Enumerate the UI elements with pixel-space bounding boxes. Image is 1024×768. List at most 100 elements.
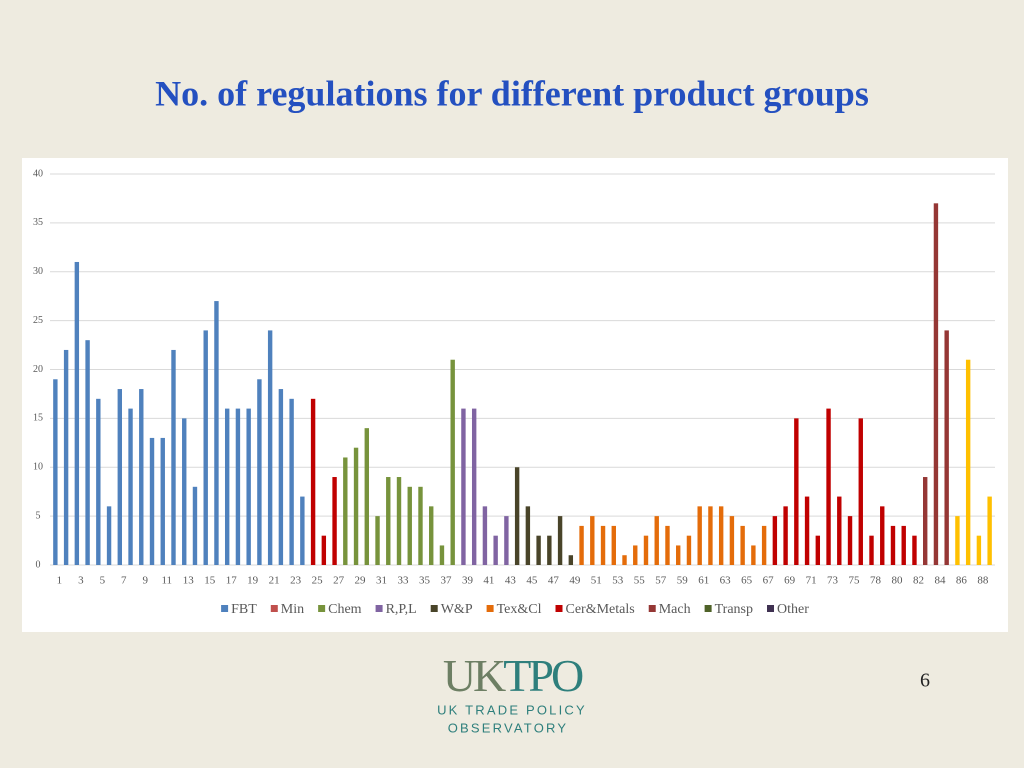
x-tick-label: 1: [57, 575, 63, 587]
legend-item: Tex&Cl: [486, 602, 542, 617]
bar: [128, 408, 133, 565]
bar: [847, 516, 853, 565]
bar: [740, 525, 745, 565]
bar: [525, 506, 531, 565]
y-tick-label: 10: [33, 462, 43, 473]
bar: [815, 535, 821, 565]
bar: [547, 535, 552, 565]
bar: [955, 516, 960, 565]
legend-label: Transp: [715, 602, 753, 617]
y-tick-label: 0: [36, 559, 41, 570]
bar: [611, 525, 616, 565]
bar: [182, 418, 187, 565]
x-tick-label: 25: [312, 575, 324, 587]
y-tick-label: 15: [33, 413, 43, 424]
bar: [96, 398, 101, 565]
bar: [922, 477, 928, 565]
bar: [471, 408, 477, 565]
legend-label: R,P,L: [386, 602, 417, 617]
x-tick-label: 63: [720, 575, 732, 587]
x-tick-label: 78: [870, 575, 882, 587]
bar: [257, 379, 262, 565]
logo-line: UK TRADE POLICY: [437, 702, 587, 717]
bar: [536, 535, 541, 565]
bar: [557, 516, 563, 565]
bar: [214, 301, 219, 565]
legend-item: Chem: [318, 602, 362, 617]
bar: [85, 340, 90, 565]
x-tick-label: 35: [419, 575, 431, 587]
bar: [63, 349, 69, 565]
legend-item: Cer&Metals: [555, 602, 635, 617]
bar: [912, 535, 917, 565]
legend-label: W&P: [441, 602, 473, 617]
legend-swatch: [375, 605, 383, 612]
x-tick-label: 45: [526, 575, 538, 587]
x-tick-label: 7: [121, 575, 127, 587]
x-tick-label: 13: [183, 575, 195, 587]
bar: [439, 545, 445, 565]
bar: [343, 457, 348, 565]
bar: [590, 516, 595, 565]
x-tick-label: 86: [956, 575, 968, 587]
x-tick-label: 65: [741, 575, 753, 587]
bar: [149, 437, 155, 565]
bar: [192, 486, 198, 565]
bar: [375, 516, 380, 565]
bar: [74, 261, 80, 565]
bar: [568, 555, 574, 565]
legend-swatch: [486, 605, 494, 612]
bar: [901, 525, 906, 565]
bar: [117, 389, 123, 565]
bar: [160, 437, 165, 565]
legend-item: W&P: [430, 602, 473, 617]
bar: [869, 535, 874, 565]
legend-label: Other: [777, 602, 809, 617]
bar: [622, 555, 627, 565]
x-tick-label: 88: [977, 575, 989, 587]
legend-swatch: [318, 605, 326, 612]
legend-swatch: [555, 605, 563, 612]
x-tick-label: 43: [505, 575, 517, 587]
bar: [364, 428, 369, 565]
bar: [224, 408, 230, 565]
x-tick-label: 11: [161, 575, 172, 587]
x-tick-label: 55: [634, 575, 646, 587]
bar: [450, 359, 455, 565]
logo-mark: UKTPO: [443, 650, 583, 701]
y-tick-label: 5: [36, 510, 41, 521]
x-tick-label: 29: [355, 575, 367, 587]
bar: [665, 525, 670, 565]
x-tick-label: 57: [655, 575, 667, 587]
y-tick-label: 40: [33, 168, 43, 179]
bar: [353, 447, 359, 565]
legend-item: Min: [270, 602, 304, 617]
bar: [386, 477, 391, 565]
legend-swatch: [767, 605, 775, 612]
legend-item: R,P,L: [375, 602, 417, 617]
x-tick-label: 84: [934, 575, 946, 587]
bar: [300, 496, 305, 565]
bar: [772, 516, 778, 565]
bar: [858, 418, 863, 565]
legend-swatch: [270, 605, 278, 612]
x-tick-label: 39: [462, 575, 474, 587]
x-tick-label: 80: [891, 575, 903, 587]
x-tick-label: 47: [548, 575, 560, 587]
bar: [461, 408, 466, 565]
bar: [504, 516, 509, 565]
y-tick-label: 20: [33, 364, 43, 375]
bar: [751, 545, 756, 565]
bar: [697, 506, 702, 565]
bar: [804, 496, 810, 565]
legend-label: Min: [281, 602, 304, 617]
x-tick-label: 51: [591, 575, 602, 587]
legend-swatch: [704, 605, 712, 612]
chart-title: No. of regulations for different product…: [155, 73, 869, 113]
x-tick-label: 19: [247, 575, 259, 587]
x-tick-label: 61: [698, 575, 709, 587]
x-tick-label: 31: [376, 575, 387, 587]
